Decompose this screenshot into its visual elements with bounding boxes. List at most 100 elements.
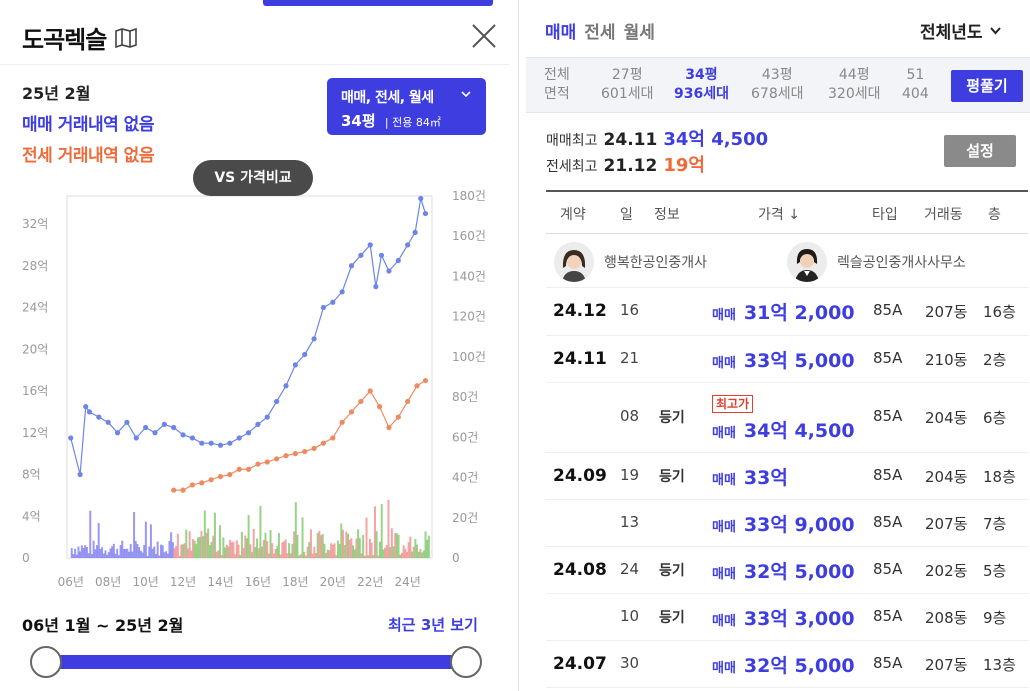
x-tick: 20년 [320,575,346,589]
volume-bar [111,546,114,558]
divider [0,64,509,65]
trade-row[interactable]: 08 등기 85A 204동 6층 매매 34억 4,500 최고가 [546,383,1028,453]
trade-kind: 매매 [712,308,736,323]
trade-kind: 매매 [712,426,736,441]
volume-bar [407,542,410,558]
agent-item[interactable]: 렉슬공인중개사사무소 [787,242,966,282]
chevron-down-icon [989,27,1001,35]
data-point [418,195,424,202]
th-info[interactable]: 정보 [654,207,680,223]
volume-bar [318,530,321,558]
area-item-27[interactable]: 27평 601세대 [601,66,653,104]
max-jeonse-label: 전세최고 [546,159,598,175]
tab-monthly[interactable]: 월세 [623,23,655,43]
volume-bar [205,532,208,558]
map-icon[interactable] [114,27,138,49]
volume-bar [121,540,124,558]
volume-bar [277,533,280,558]
trade-dong: 207동 [925,515,968,533]
trade-filter-button[interactable]: 매매, 전세, 월세 34평 | 전용 84㎡ [327,78,486,135]
agent-avatar-icon [787,242,827,282]
area-fold-button[interactable]: 평풀기 [951,70,1023,102]
range-slider-end-handle[interactable] [450,646,482,678]
area-item-sub: 936세대 [674,86,729,102]
volume-bar [178,555,181,558]
trade-day: 08 [620,407,640,425]
volume-bar [117,555,120,558]
agent-item[interactable]: 행복한공인중개사 [554,242,707,282]
trade-dong: 208동 [925,609,968,627]
data-point [189,482,196,488]
close-icon[interactable] [470,22,498,50]
volume-bar [304,555,307,558]
year-filter-select[interactable]: 전체년도 [920,18,1002,43]
volume-bar [259,505,262,558]
y-left-tick: 0 [22,551,30,565]
trade-row[interactable]: 13 85A 207동 7층 매매 33억 9,000 [546,500,1028,547]
data-point [386,424,392,431]
trade-panel: 매매 전세 월세 전체년도 전체 면적 27평 601세대 34평 936세대 43평… [519,0,1030,691]
settings-button[interactable]: 설정 [944,135,1016,167]
th-floor[interactable]: 층 [988,207,1001,223]
trade-row[interactable]: 24.11 21 85A 210동 2층 매매 33억 5,000 [546,336,1028,383]
trade-price: 매매 33억 [712,463,788,490]
volume-bar [372,555,375,558]
vs-compare-button[interactable]: VS 가격비교 [193,160,313,196]
drag-handle[interactable] [263,0,493,6]
volume-bar [202,536,205,558]
chart-panel: 도곡렉슬 25년 2월 매매 거래내역 없음 전세 거래내역 없음 매매, 전세… [0,0,509,691]
data-point [358,398,364,405]
tab-sale[interactable]: 매매 [545,23,577,43]
volume-bar [421,552,424,558]
area-item-sub: 601세대 [601,86,654,102]
y-right-tick: 140건 [452,269,486,283]
data-point [171,487,177,493]
trade-type-tabs: 매매 전세 월세 [545,18,655,43]
area-item-44[interactable]: 44평 320세대 [828,66,880,104]
range-slider-track[interactable] [44,655,466,669]
price-chart[interactable]: 32억 28억 24억 20억 16억 12억 8억 4억 0 180건 160건 140건 120건 1… [0,176,509,596]
volume-bar [149,524,152,558]
volume-bar [399,554,402,558]
plot-frame [66,195,433,559]
trade-row[interactable]: 10 등기 85A 208동 9층 매매 33억 3,000 [546,594,1028,641]
volume-bar [303,551,306,558]
recent-3y-link[interactable]: 최근 3년 보기 [388,616,478,634]
area-item-34[interactable]: 34평 936세대 [674,66,729,104]
area-item-43[interactable]: 43평 678세대 [751,66,803,104]
trade-row[interactable]: 24.08 24 등기 85A 202동 5층 매매 32억 5,000 [546,547,1028,594]
trade-row[interactable]: 24.12 16 85A 207동 16층 매매 31억 2,000 [546,288,1028,336]
trade-kind: 매매 [712,661,736,676]
y-right-tick: 40건 [452,471,478,485]
volume-bar [109,548,112,558]
th-contract[interactable]: 계약 [560,207,586,223]
volume-bar [377,555,380,558]
trade-row[interactable]: 24.07 30 85A 207동 13층 매매 32억 5,000 [546,641,1028,688]
th-dong[interactable]: 거래동 [924,207,963,223]
data-point [124,419,130,425]
th-type[interactable]: 타입 [872,207,898,223]
data-point [245,466,252,472]
trade-day: 13 [620,513,640,531]
data-point [83,404,89,410]
trade-floor: 2층 [983,351,1007,369]
volume-bar [114,553,117,558]
area-item-all[interactable]: 전체 면적 [544,66,570,104]
area-item-51[interactable]: 51 404 [902,66,929,104]
volume-bar [185,529,188,558]
max-sale-date: 24.11 [603,130,658,150]
volume-bar [116,548,119,558]
data-point [255,421,261,427]
trade-row[interactable]: 24.09 19 등기 85A 204동 18층 매매 33억 [546,453,1028,500]
tab-jeonse[interactable]: 전세 [584,23,616,43]
trade-floor: 6층 [983,409,1007,427]
agent-name: 행복한공인중개사 [604,255,708,271]
max-sale-row: 매매최고 24.11 34억 4,500 [546,125,768,151]
th-day[interactable]: 일 [620,207,633,223]
data-point [217,442,224,448]
volume-bar [235,540,238,558]
trade-price: 매매 33억 9,000 [712,510,855,537]
range-slider-start-handle[interactable] [30,646,62,678]
jeonse-status: 전세 거래내역 없음 [22,146,154,166]
th-price-sort[interactable]: 가격 ↓ [758,207,800,223]
